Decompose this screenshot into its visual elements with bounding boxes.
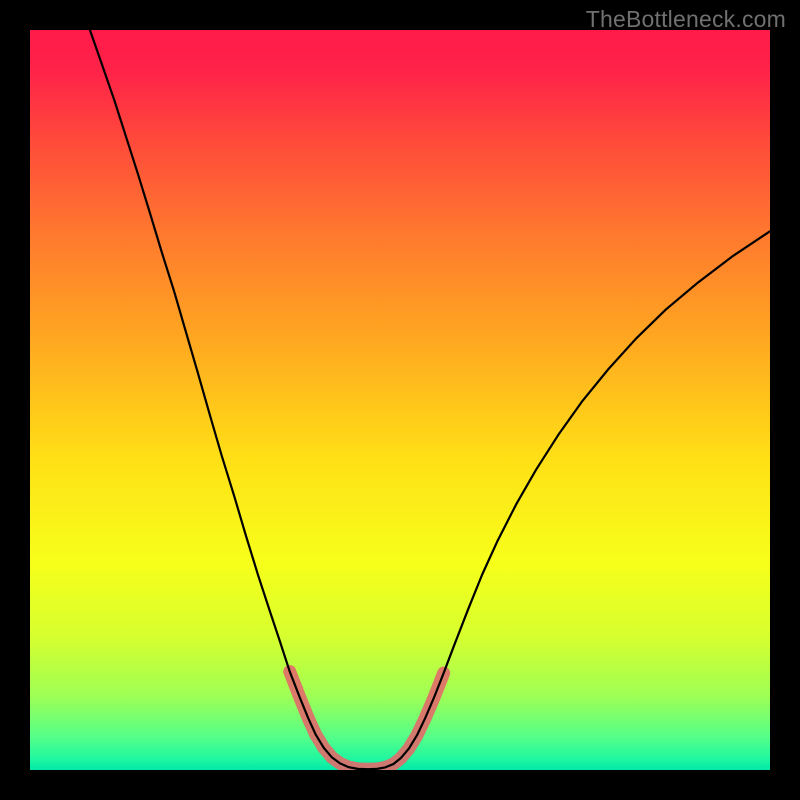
chart-svg — [30, 30, 770, 770]
outer-frame: TheBottleneck.com — [0, 0, 800, 800]
watermark-text: TheBottleneck.com — [586, 6, 786, 33]
highlight-band — [290, 672, 444, 770]
bottleneck-curve — [90, 30, 770, 769]
plot-area — [30, 30, 770, 770]
